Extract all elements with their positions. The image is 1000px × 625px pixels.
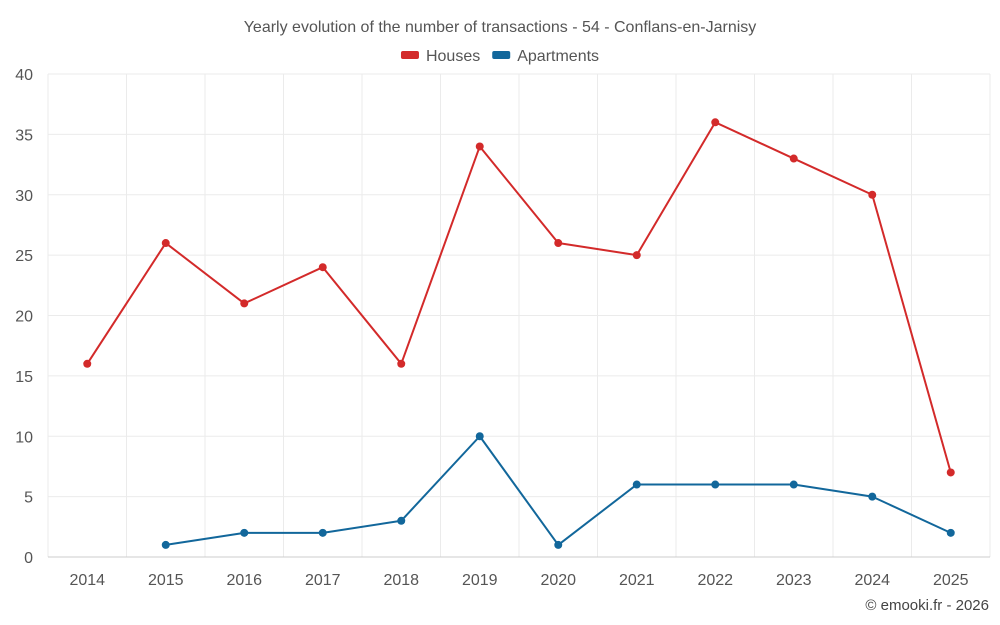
legend-swatch-houses xyxy=(400,51,419,59)
point-apartments-2019[interactable] xyxy=(475,432,484,441)
y-tick-label-0: 0 xyxy=(24,550,33,567)
y-tick-label-20: 20 xyxy=(15,309,33,326)
point-houses-2021[interactable] xyxy=(632,251,641,260)
point-houses-2014[interactable] xyxy=(83,359,92,368)
credit-text: © emooki.fr - 2026 xyxy=(865,597,989,614)
point-apartments-2015[interactable] xyxy=(161,540,170,549)
series-layer xyxy=(83,118,955,549)
point-apartments-2020[interactable] xyxy=(554,540,563,549)
series-apartments xyxy=(161,432,955,549)
x-tick-label-2014: 2014 xyxy=(69,572,105,589)
point-houses-2019[interactable] xyxy=(475,142,484,151)
x-tick-label-2020: 2020 xyxy=(540,572,576,589)
x-tick-label-2017: 2017 xyxy=(305,572,341,589)
x-tick-label-2022: 2022 xyxy=(697,572,733,589)
point-apartments-2017[interactable] xyxy=(318,528,327,537)
x-tick-label-2023: 2023 xyxy=(776,572,812,589)
point-apartments-2024[interactable] xyxy=(868,492,877,501)
y-tick-label-15: 15 xyxy=(15,369,33,386)
x-tick-label-2016: 2016 xyxy=(226,572,262,589)
legend: Houses Apartments xyxy=(400,48,599,65)
x-tick-label-2015: 2015 xyxy=(148,572,184,589)
legend-swatch-apartments xyxy=(492,51,511,59)
legend-label-apartments: Apartments xyxy=(517,48,599,65)
point-apartments-2022[interactable] xyxy=(711,480,720,489)
point-apartments-2021[interactable] xyxy=(632,480,641,489)
chart-title: Yearly evolution of the number of transa… xyxy=(244,19,757,36)
point-houses-2020[interactable] xyxy=(554,239,563,248)
y-axis-ticks: 0 5 10 15 20 25 30 35 40 xyxy=(15,67,33,567)
point-houses-2024[interactable] xyxy=(868,190,877,199)
legend-item-houses[interactable]: Houses xyxy=(400,48,480,65)
x-tick-label-2019: 2019 xyxy=(462,572,498,589)
series-houses xyxy=(83,118,955,477)
point-houses-2025[interactable] xyxy=(946,468,955,477)
y-tick-label-10: 10 xyxy=(15,429,33,446)
point-houses-2015[interactable] xyxy=(161,239,170,248)
legend-item-apartments[interactable]: Apartments xyxy=(492,48,599,65)
point-houses-2016[interactable] xyxy=(240,299,249,308)
y-tick-label-25: 25 xyxy=(15,248,33,265)
series-line-houses xyxy=(86,121,952,473)
y-tick-label-5: 5 xyxy=(24,490,33,507)
point-houses-2022[interactable] xyxy=(711,118,720,127)
point-houses-2018[interactable] xyxy=(397,359,406,368)
point-apartments-2018[interactable] xyxy=(397,516,406,525)
legend-label-houses: Houses xyxy=(426,48,480,65)
point-apartments-2025[interactable] xyxy=(946,528,955,537)
x-tick-label-2025: 2025 xyxy=(933,572,969,589)
point-houses-2023[interactable] xyxy=(789,154,798,163)
y-tick-label-35: 35 xyxy=(15,127,33,144)
point-houses-2017[interactable] xyxy=(318,263,327,272)
y-tick-label-40: 40 xyxy=(15,67,33,84)
x-axis-ticks: 2014 2015 2016 2017 2018 2019 2020 2021 2022 2023… xyxy=(69,572,968,589)
point-apartments-2023[interactable] xyxy=(789,480,798,489)
grid xyxy=(47,73,991,558)
x-tick-label-2024: 2024 xyxy=(854,572,890,589)
x-tick-label-2018: 2018 xyxy=(383,572,419,589)
x-tick-label-2021: 2021 xyxy=(619,572,655,589)
point-apartments-2016[interactable] xyxy=(240,528,249,537)
y-tick-label-30: 30 xyxy=(15,188,33,205)
